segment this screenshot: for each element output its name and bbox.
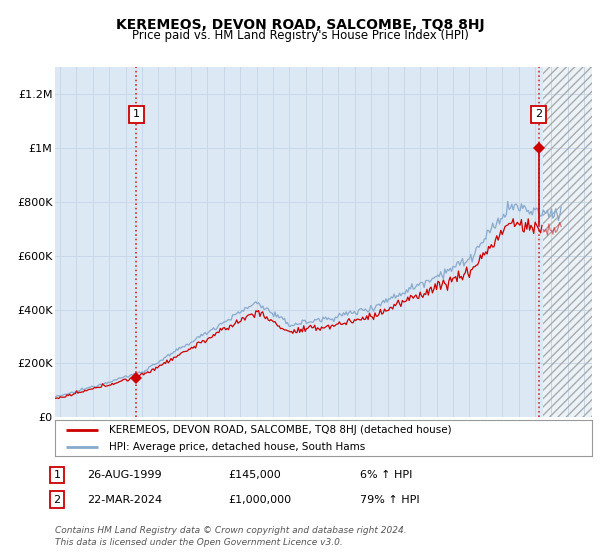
Text: Contains HM Land Registry data © Crown copyright and database right 2024.: Contains HM Land Registry data © Crown c… (55, 526, 407, 535)
Text: 2: 2 (535, 109, 542, 119)
Text: KEREMEOS, DEVON ROAD, SALCOMBE, TQ8 8HJ: KEREMEOS, DEVON ROAD, SALCOMBE, TQ8 8HJ (116, 18, 484, 32)
Text: This data is licensed under the Open Government Licence v3.0.: This data is licensed under the Open Gov… (55, 538, 343, 547)
Text: 22-MAR-2024: 22-MAR-2024 (87, 494, 162, 505)
Text: 26-AUG-1999: 26-AUG-1999 (87, 470, 161, 480)
Text: 2: 2 (53, 494, 61, 505)
Bar (543, 67, 592, 417)
Text: 6% ↑ HPI: 6% ↑ HPI (360, 470, 412, 480)
Text: 1: 1 (53, 470, 61, 480)
Text: £1,000,000: £1,000,000 (228, 494, 291, 505)
Text: HPI: Average price, detached house, South Hams: HPI: Average price, detached house, Sout… (109, 442, 365, 452)
Text: Price paid vs. HM Land Registry's House Price Index (HPI): Price paid vs. HM Land Registry's House … (131, 29, 469, 42)
Text: £145,000: £145,000 (228, 470, 281, 480)
Text: KEREMEOS, DEVON ROAD, SALCOMBE, TQ8 8HJ (detached house): KEREMEOS, DEVON ROAD, SALCOMBE, TQ8 8HJ … (109, 425, 452, 435)
Text: 1: 1 (133, 109, 140, 119)
Text: 79% ↑ HPI: 79% ↑ HPI (360, 494, 419, 505)
Bar (543, 67, 592, 417)
